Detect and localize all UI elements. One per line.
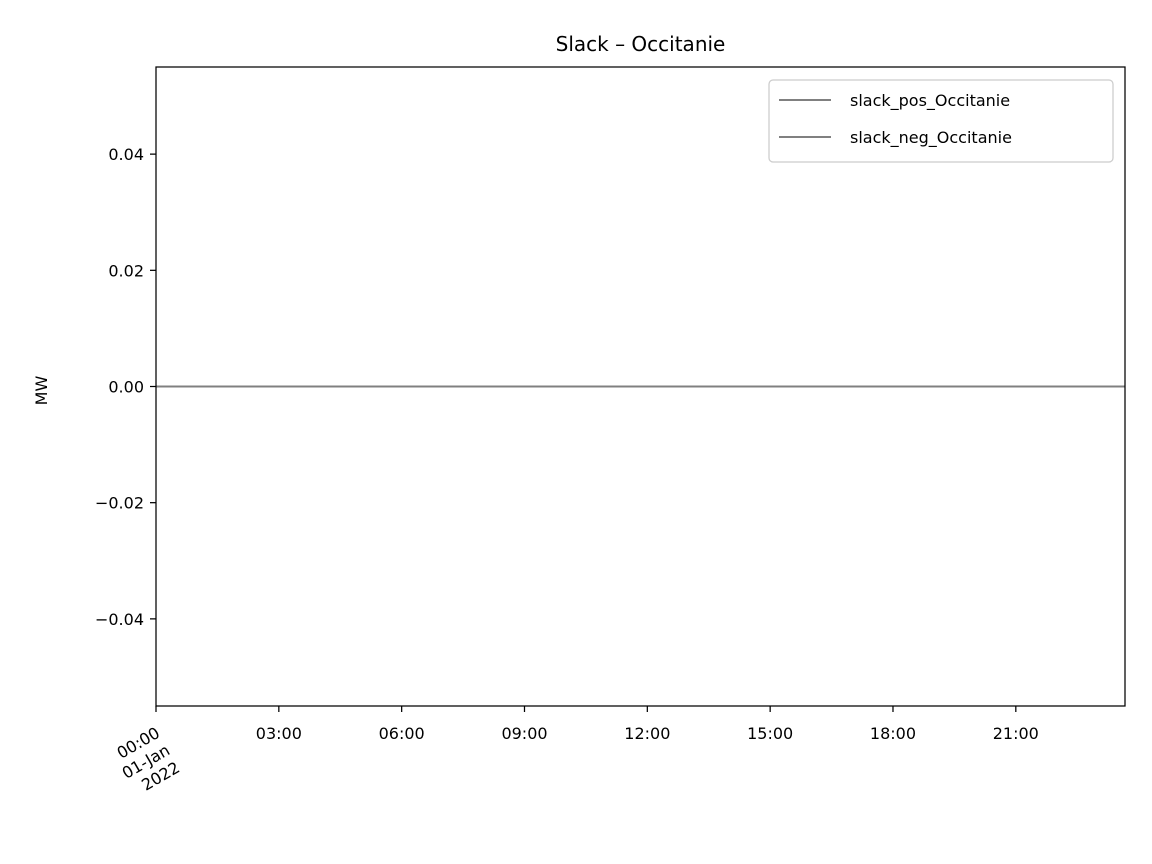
y-tick-label: −0.02 [95, 494, 144, 513]
x-tick-label: 03:00 [256, 724, 302, 743]
x-tick-label: 09:00 [501, 724, 547, 743]
y-axis-label: MW [32, 376, 51, 406]
y-tick-label: −0.04 [95, 610, 144, 629]
y-tick-label: 0.04 [108, 145, 144, 164]
x-tick-label: 06:00 [379, 724, 425, 743]
y-axis-ticks: −0.04 −0.02 0.00 0.02 0.04 [95, 145, 156, 629]
y-tick-label: 0.00 [108, 378, 144, 397]
legend-label: slack_pos_Occitanie [850, 91, 1010, 111]
legend-box [768, 79, 1114, 163]
legend: slack_pos_Occitanie slack_neg_Occitanie [768, 79, 1114, 163]
x-tick-label: 15:00 [747, 724, 793, 743]
plot-frame [155, 66, 1126, 707]
chart-title: Slack – Occitanie [556, 32, 726, 56]
plot-area: −0.04−0.020.000.020.04 00:0001-Jan202203… [95, 66, 1126, 795]
x-tick-label: 18:00 [870, 724, 916, 743]
x-tick-label: 21:00 [993, 724, 1039, 743]
y-tick-label: 0.02 [108, 261, 144, 280]
legend-label: slack_neg_Occitanie [850, 128, 1012, 148]
x-tick-label: 12:00 [624, 724, 670, 743]
